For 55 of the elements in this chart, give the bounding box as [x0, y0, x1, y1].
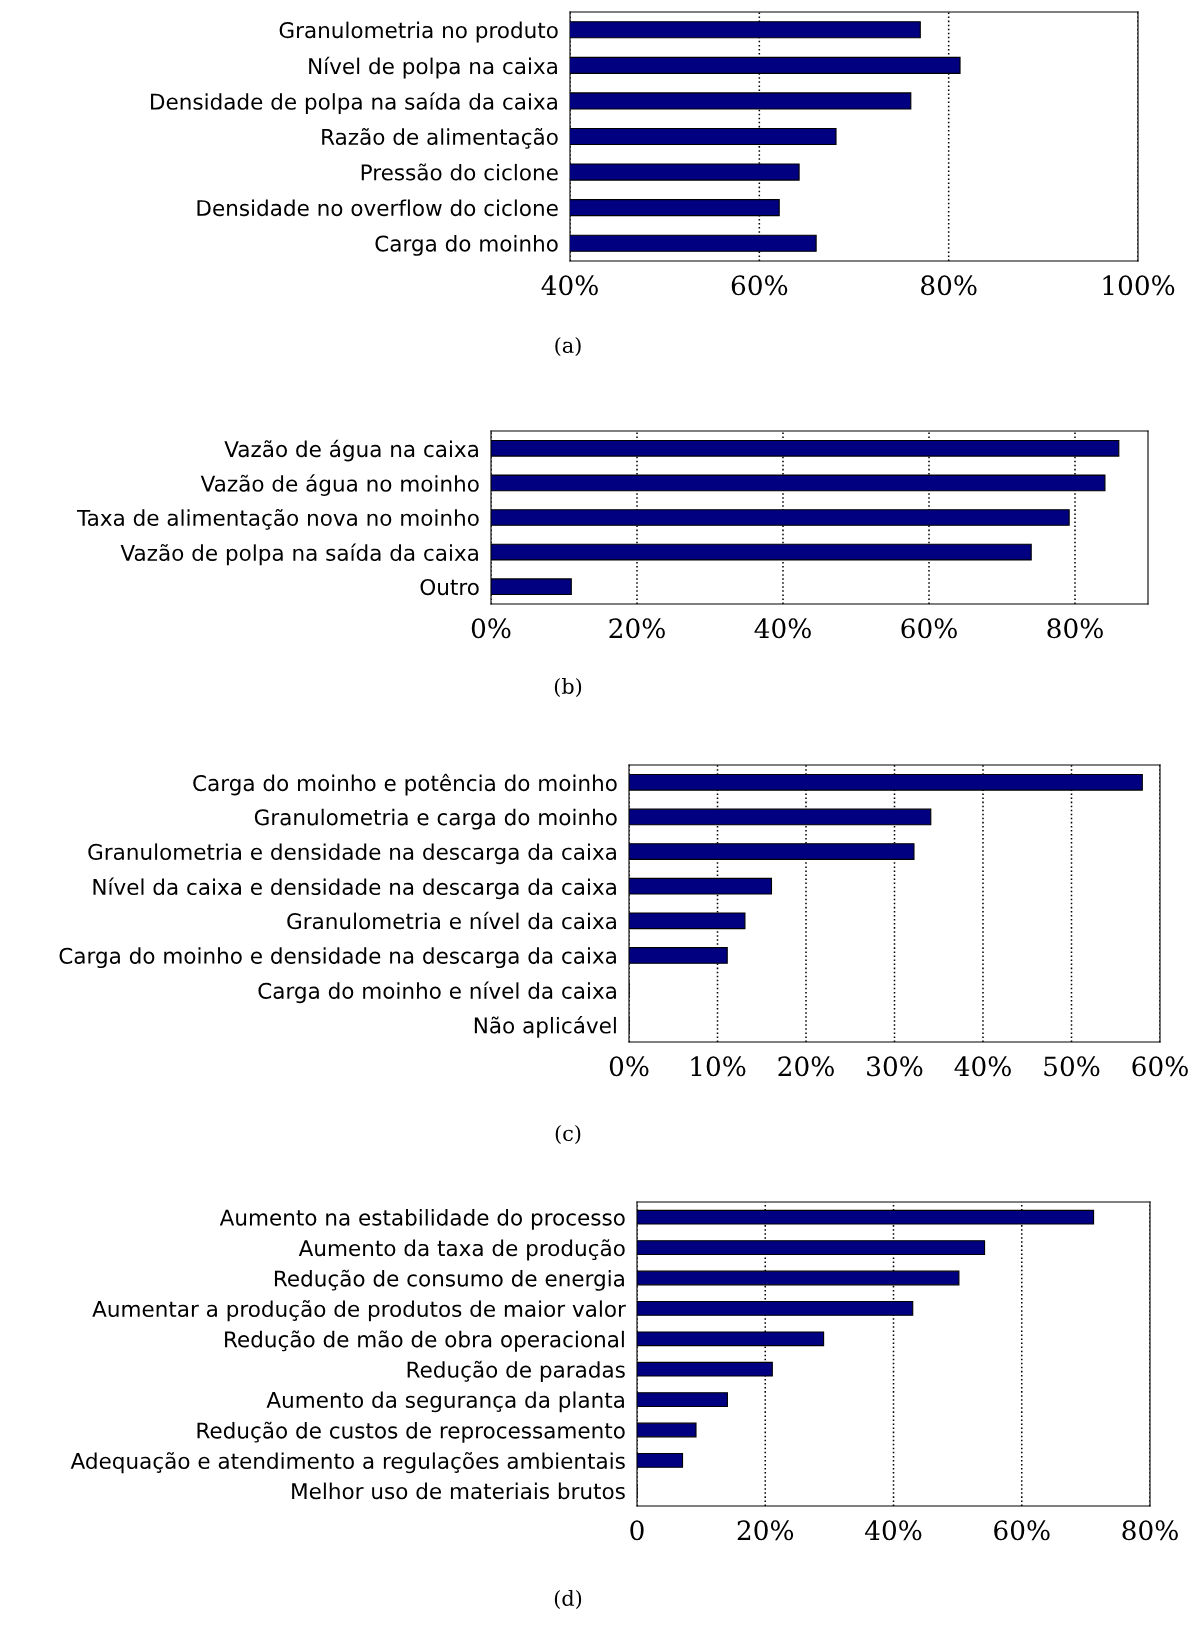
x-tick-label: 60% [1132, 1056, 1188, 1077]
y-tick-label: Densidade no overflow do ciclone [197, 199, 558, 217]
x-tick-label: 50% [1044, 1056, 1100, 1077]
y-tick-label: Carga do moinho e densidade na descarga da caixa [59, 947, 616, 969]
y-tick-label: Carga do moinho e nível da caixa [258, 981, 616, 1004]
y-tick-label: Taxa de alimentação nova no moinho [76, 508, 479, 530]
y-tick-label: Vazão de água na caixa [224, 439, 478, 462]
x-tick-label: 60% [901, 618, 957, 639]
y-tick-label: Granulometria e densidade na descarga da caixa [88, 843, 616, 865]
x-tick-label: 40% [541, 275, 598, 296]
y-tick-label: Nível da caixa e densidade na descarga da caixa [93, 877, 616, 900]
y-tick-label: Aumentar a produção de produtos de maior valor [92, 1300, 626, 1322]
x-tick-label: 0% [471, 618, 511, 639]
y-tick-label: Carga do moinho e potência do moinho [193, 773, 617, 796]
y-tick-label: Densidade de polpa na saída da caixa [151, 92, 557, 115]
x-tick-label: 80% [1047, 618, 1103, 639]
x-tick-label: 0 [630, 1520, 644, 1541]
y-tick-label: Nível de polpa na caixa [309, 56, 557, 79]
y-tick-label: Redução de mão de obra operacional [225, 1330, 624, 1352]
text: (c) [555, 1124, 581, 1144]
text: (a) [555, 336, 581, 356]
y-tick-label: Redução de custos de reprocessamento [197, 1421, 625, 1443]
y-tick-label: Aumento na estabilidade do processo [219, 1209, 625, 1230]
text: (d) [554, 1589, 582, 1609]
y-tick-label: Melhor uso de materiais brutos [292, 1482, 625, 1500]
x-tick-label: 60% [731, 275, 788, 296]
y-tick-label: Vazão de água no moinho [200, 474, 479, 496]
y-tick-label: Aumento da segurança da planta [266, 1391, 624, 1413]
x-tick-label: 80% [921, 275, 977, 296]
x-tick-label: 40% [954, 1056, 1011, 1077]
x-tick-label: 20% [737, 1520, 794, 1541]
y-tick-label: Redução de consumo de energia [274, 1269, 624, 1291]
x-tick-label: 20% [609, 618, 665, 639]
text: (b) [554, 677, 582, 697]
y-tick-label: Razão de alimentação [322, 127, 558, 149]
x-tick-label: 10% [691, 1056, 746, 1077]
y-tick-label: Carga do moinho [375, 235, 558, 256]
x-tick-label: 40% [864, 1520, 922, 1541]
x-tick-label: 0% [609, 1056, 649, 1077]
x-tick-label: 100% [1103, 275, 1175, 296]
y-tick-label: Outro [420, 578, 479, 596]
y-tick-label: Granulometria no produto [279, 21, 558, 43]
y-tick-label: Vazão de polpa na saída da caixa [120, 543, 478, 566]
x-tick-label: 40% [754, 618, 811, 639]
y-tick-label: Aumento da taxa de produção [298, 1239, 625, 1261]
y-tick-label: Redução de paradas [407, 1360, 625, 1383]
y-tick-label: Granulometria e carga do moinho [254, 808, 617, 830]
y-tick-label: Granulometria e nível da caixa [287, 911, 616, 930]
x-tick-label: 80% [1122, 1520, 1178, 1541]
x-tick-label: 30% [867, 1056, 923, 1077]
x-tick-label: 60% [994, 1520, 1050, 1541]
y-tick-label: Pressão do ciclone [361, 163, 558, 181]
y-tick-label: Adequação e atendimento a regulações ambientais [70, 1452, 625, 1474]
x-tick-label: 20% [778, 1056, 834, 1077]
y-tick-label: Não aplicável [474, 1016, 616, 1038]
